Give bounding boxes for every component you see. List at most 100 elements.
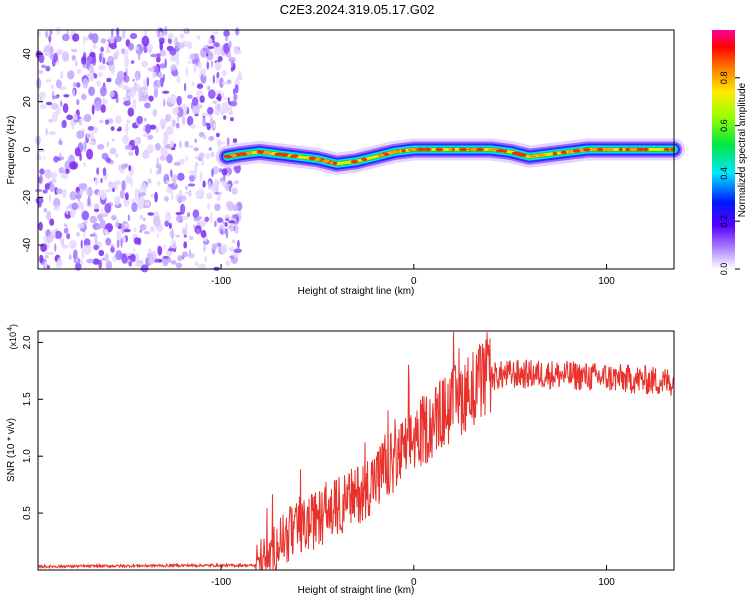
ridge-peak <box>391 150 400 154</box>
noise-blob <box>100 212 109 217</box>
colorbar-tick-label: 0.4 <box>719 167 729 180</box>
noise-blob <box>43 155 46 160</box>
noise-blob <box>66 114 73 121</box>
noise-blob <box>139 215 143 219</box>
noise-blob <box>207 106 214 115</box>
noise-blob <box>110 64 115 75</box>
noise-blob <box>196 83 204 89</box>
noise-blob <box>176 75 181 84</box>
colorbar-tick-label: 0.8 <box>719 72 729 85</box>
noise-blob <box>110 246 115 253</box>
noise-blob <box>177 114 180 122</box>
ridge-peak <box>239 152 249 156</box>
noise-blob <box>53 205 60 211</box>
noise-blob <box>139 224 147 231</box>
noise-blob <box>100 177 103 184</box>
noise-blob <box>221 81 229 85</box>
noise-blob <box>133 227 137 233</box>
noise-blob <box>172 69 179 77</box>
noise-blob <box>226 137 230 147</box>
noise-blob <box>165 125 174 136</box>
noise-blob <box>140 264 149 273</box>
noise-blob <box>49 30 53 36</box>
noise-blob <box>71 122 75 130</box>
noise-blob <box>103 228 109 235</box>
noise-blob <box>165 211 172 222</box>
noise-blob <box>142 132 150 137</box>
noise-blob <box>198 152 205 159</box>
snr-frame <box>37 330 675 571</box>
noise-blob <box>102 57 106 65</box>
noise-blob <box>36 77 42 89</box>
noise-blob <box>104 253 109 262</box>
noise-blob <box>111 214 117 221</box>
noise-blob <box>44 168 52 179</box>
noise-blob <box>180 203 186 215</box>
noise-blob <box>97 143 105 150</box>
noise-blob <box>228 50 232 61</box>
noise-blob <box>206 61 210 70</box>
colorbar-ticks: 0.0 0.2 0.4 0.6 0.8 <box>719 72 740 275</box>
noise-blob <box>105 260 113 270</box>
noise-blob <box>56 26 61 35</box>
noise-blob <box>87 196 91 207</box>
noise-blob <box>221 92 225 98</box>
noise-blob <box>101 191 107 200</box>
noise-blob <box>101 52 104 59</box>
ridge-peak <box>567 150 573 154</box>
noise-blob <box>130 177 133 188</box>
noise-blob <box>193 63 197 73</box>
noise-blob <box>114 180 121 185</box>
noise-blob <box>190 124 196 129</box>
noise-blob <box>100 38 107 44</box>
noise-blob <box>86 189 90 196</box>
ridge-peak <box>415 147 426 152</box>
noise-blob <box>59 86 67 91</box>
noise-blob <box>53 155 59 163</box>
noise-blob <box>114 35 122 42</box>
noise-blob <box>231 187 238 195</box>
noise-blob <box>186 41 193 50</box>
noise-blob <box>139 86 148 91</box>
ridge-peak <box>476 147 485 152</box>
noise-blob <box>133 237 140 245</box>
noise-blob <box>76 69 82 75</box>
ridge-peak <box>582 148 591 152</box>
noise-blob <box>114 153 120 159</box>
noise-blob <box>179 190 182 195</box>
noise-blob <box>52 95 59 99</box>
noise-blob <box>194 261 199 267</box>
noise-blob <box>116 238 120 249</box>
noise-blob <box>232 138 238 143</box>
noise-blob <box>62 188 67 199</box>
noise-blob <box>111 28 114 37</box>
noise-blob <box>74 147 81 157</box>
noise-blob <box>134 145 139 156</box>
noise-blob <box>154 191 158 203</box>
noise-blob <box>54 230 63 239</box>
noise-blob <box>35 197 44 205</box>
noise-blob <box>44 183 51 190</box>
ridge-peak <box>332 161 338 165</box>
ridge-peak <box>401 149 406 153</box>
noise-blob <box>202 134 207 140</box>
ridge-peak <box>495 149 505 153</box>
ridge-peak <box>591 147 599 152</box>
noise-blob <box>167 96 171 103</box>
noise-blob <box>81 210 90 221</box>
noise-blob <box>191 81 195 87</box>
noise-blob <box>193 224 196 228</box>
noise-blob <box>128 165 132 172</box>
noise-blob <box>144 151 150 159</box>
noise-blob <box>196 216 203 220</box>
noise-blob <box>123 228 131 233</box>
noise-blob <box>213 179 221 186</box>
noise-blob <box>157 245 163 256</box>
noise-blob <box>83 35 86 46</box>
noise-blob <box>168 32 174 40</box>
noise-blob <box>61 120 67 129</box>
noise-blob <box>175 262 183 269</box>
noise-blob <box>44 261 48 271</box>
noise-blob <box>102 167 107 177</box>
noise-blob <box>53 52 58 63</box>
